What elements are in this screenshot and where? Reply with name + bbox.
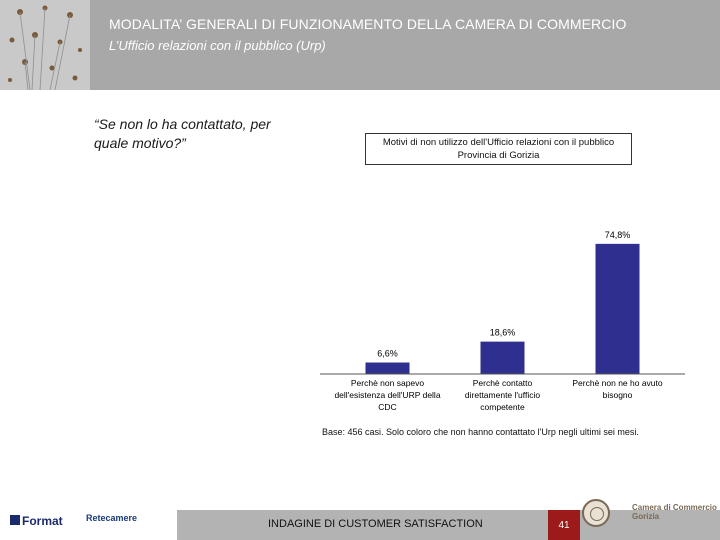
bar-2 xyxy=(480,341,525,374)
category-label-1-line-3: CDC xyxy=(378,402,396,412)
chamber-seal-icon xyxy=(582,499,610,527)
category-label-3-line-2: bisogno xyxy=(603,390,633,400)
bar-chart: 6,6% Perchè non sapevo dell'esistenza dell… xyxy=(320,230,685,412)
survey-question: “Se non lo ha contattato, per quale moti… xyxy=(94,116,271,151)
format-logo-mark xyxy=(10,515,20,525)
camera-logo-line-2: Gorizia xyxy=(632,512,660,521)
category-label-2-line-3: competente xyxy=(480,402,525,412)
page-subtitle: L’Ufficio relazioni con il pubblico (Urp… xyxy=(109,38,326,53)
footer-bar xyxy=(177,510,720,540)
chart-title-line-2: Provincia di Gorizia xyxy=(457,150,540,161)
page-number-badge xyxy=(548,510,580,540)
decorative-flowers-image xyxy=(0,0,90,90)
header-bar: MODALITA’ GENERALI DI FUNZIONAMENTO DELL… xyxy=(0,0,720,90)
page-number: 41 xyxy=(558,520,570,531)
camera-commercio-logo: Camera di Commercio Gorizia xyxy=(632,503,717,521)
category-label-2-line-1: Perchè contatto xyxy=(473,378,533,388)
category-label-2-line-2: direttamente l'ufficio xyxy=(465,390,540,400)
base-note: Base: 456 casi. Solo coloro che non hann… xyxy=(322,427,639,437)
value-label-2: 18,6% xyxy=(490,328,516,338)
footer-survey-title: INDAGINE DI CUSTOMER SATISFACTION xyxy=(268,518,483,530)
category-label-1-line-1: Perchè non sapevo xyxy=(351,378,425,388)
camera-logo-line-1: Camera di Commercio xyxy=(632,503,717,512)
page-title: MODALITA’ GENERALI DI FUNZIONAMENTO DELL… xyxy=(109,16,627,32)
bar-3 xyxy=(595,243,640,374)
format-logo: Format xyxy=(10,512,70,536)
value-label-1: 6,6% xyxy=(377,349,398,359)
chart-title-line-1: Motivi di non utilizzo dell'Ufficio rela… xyxy=(382,137,615,148)
value-label-3: 74,8% xyxy=(605,230,631,240)
bar-1 xyxy=(365,362,410,374)
retecamere-logo: Retecamere xyxy=(86,513,138,523)
chart-title-box: Motivi di non utilizzo dell'Ufficio rela… xyxy=(365,133,632,165)
format-logo-text: Format xyxy=(22,514,63,528)
category-label-1-line-2: dell'esistenza dell'URP della xyxy=(334,390,440,400)
category-label-3-line-1: Perchè non ne ho avuto xyxy=(572,378,663,388)
